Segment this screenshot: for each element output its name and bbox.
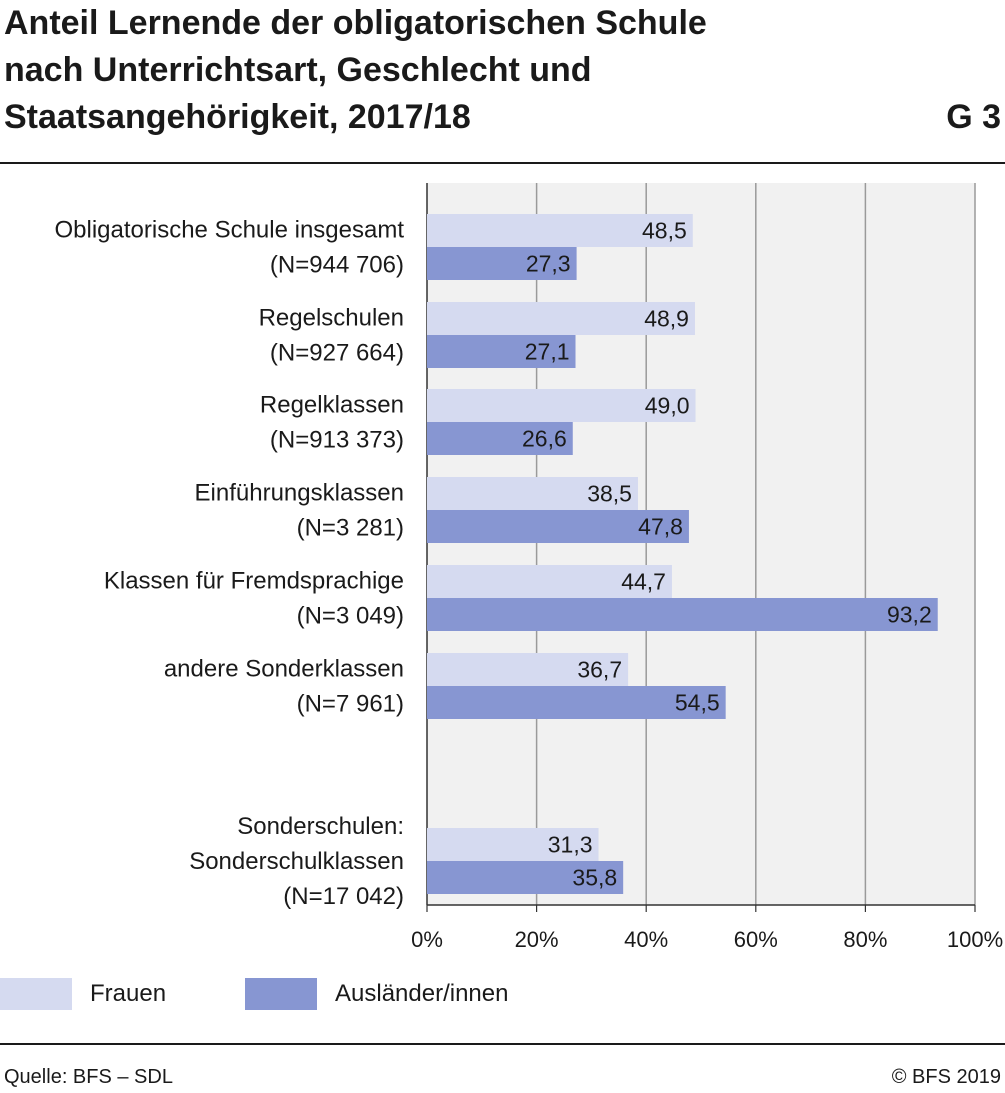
bar (427, 510, 689, 543)
category-label: Regelklassen (260, 392, 404, 419)
data-label: 26,6 (522, 426, 567, 452)
bar (427, 214, 693, 247)
x-tick-label: 80% (843, 927, 887, 952)
bar (427, 565, 672, 598)
legend-swatch-auslaender (245, 978, 317, 1010)
x-tick-label: 20% (515, 927, 559, 952)
data-label: 48,9 (644, 306, 689, 332)
graphic-number: G 3 (946, 98, 1001, 136)
legend-label-frauen: Frauen (90, 980, 167, 1007)
x-tick-label: 0% (411, 927, 443, 952)
x-tick-label: 40% (624, 927, 668, 952)
data-label: 38,5 (587, 481, 632, 507)
data-label: 44,7 (621, 569, 666, 595)
data-label: 36,7 (577, 657, 622, 683)
category-label: Sonderschulen: (237, 813, 404, 840)
plot-area (427, 183, 975, 905)
data-label: 31,3 (548, 832, 593, 858)
category-label: Einführungsklassen (195, 480, 404, 507)
bar (427, 335, 576, 368)
bar (427, 653, 629, 686)
data-label: 27,3 (526, 251, 571, 277)
legend-label-auslaender: Ausländer/innen (335, 980, 509, 1007)
category-label: (N=17 042) (283, 883, 404, 910)
category-label: Klassen für Fremdsprachige (104, 568, 404, 595)
category-label: (N=913 373) (270, 427, 404, 454)
data-label: 93,2 (887, 602, 932, 628)
bar (427, 422, 573, 455)
bar (427, 247, 577, 280)
title-line-2: nach Unterrichtsart, Geschlecht und (4, 51, 592, 89)
data-label: 48,5 (642, 218, 687, 244)
bar (427, 686, 726, 719)
category-label: Regelschulen (259, 305, 404, 332)
category-label: (N=7 961) (297, 691, 404, 718)
legend-item-auslaender: Ausländer/innen (245, 978, 508, 1010)
bar (427, 828, 599, 861)
data-label: 47,8 (638, 514, 683, 540)
title-line-1: Anteil Lernende der obligatorischen Schu… (4, 4, 707, 42)
category-label: Obligatorische Schule insgesamt (54, 217, 404, 244)
category-label: (N=3 049) (297, 603, 404, 630)
bar (427, 302, 695, 335)
bar (427, 477, 638, 510)
legend-swatch-frauen (0, 978, 72, 1010)
category-label: Sonderschulklassen (189, 848, 404, 875)
copyright-note: © BFS 2019 (891, 1066, 1001, 1088)
bar (427, 598, 938, 631)
chart-title: Anteil Lernende der obligatorischen Schu… (4, 0, 864, 141)
data-label: 35,8 (572, 865, 617, 891)
legend-item-frauen: Frauen (0, 978, 166, 1010)
category-label: (N=3 281) (297, 515, 404, 542)
bar (427, 389, 696, 422)
footer-divider (0, 1043, 1005, 1045)
data-label: 54,5 (675, 690, 720, 716)
title-line-3: Staatsangehörigkeit, 2017/18 (4, 98, 471, 136)
x-tick-label: 100% (947, 927, 1003, 952)
bar-chart: 0% 20% 40% 60% 80% 100% 48,5 27,3 Obligatorische… (54, 183, 1003, 952)
source-note: Quelle: BFS – SDL (4, 1066, 173, 1088)
x-tick-label: 60% (734, 927, 778, 952)
category-label: (N=944 706) (270, 252, 404, 279)
header-divider (0, 162, 1005, 164)
data-label: 49,0 (645, 393, 690, 419)
category-label: (N=927 664) (270, 340, 404, 367)
category-label: andere Sonderklassen (164, 656, 404, 683)
data-label: 27,1 (525, 339, 570, 365)
bar (427, 861, 624, 894)
